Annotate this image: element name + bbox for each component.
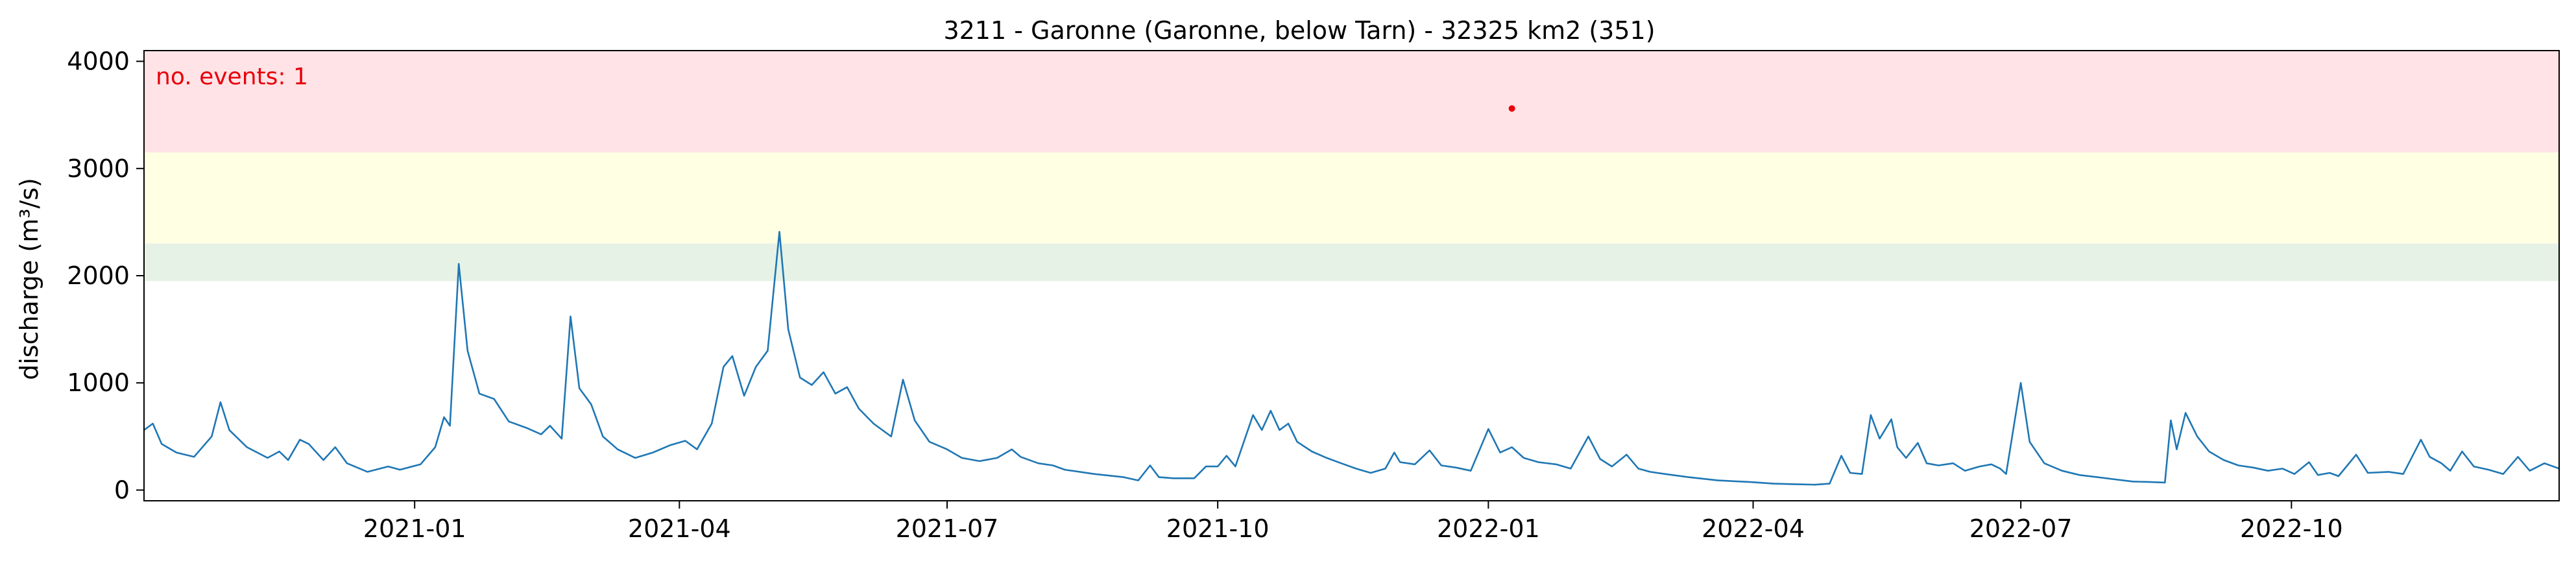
event-markers [1508, 105, 1515, 112]
y-axis-label: discharge (m³/s) [15, 178, 43, 380]
x-tick-label: 2022-04 [1702, 514, 1805, 543]
series-line-1 [143, 231, 2560, 486]
y-tick-label: 4000 [67, 47, 130, 76]
x-tick-label: 2021-01 [363, 514, 466, 543]
x-tick-label: 2021-04 [628, 514, 731, 543]
events-annotation: no. events: 1 [156, 64, 308, 90]
y-tick-label: 1000 [67, 368, 130, 397]
x-tick-label: 2022-01 [1437, 514, 1540, 543]
x-tick-label: 2021-10 [1166, 514, 1270, 543]
x-tick-label: 2022-07 [1969, 514, 2073, 543]
y-tick-label: 0 [114, 475, 130, 504]
x-tick-label: 2021-07 [896, 514, 999, 543]
series-layer [143, 231, 2560, 486]
threshold-band-3 [144, 51, 2559, 152]
x-tick-label: 2022-10 [2240, 514, 2343, 543]
threshold-band-2 [144, 152, 2559, 244]
y-tick-label: 3000 [67, 154, 130, 183]
threshold-band-1 [144, 243, 2559, 282]
event-point-1 [1508, 105, 1515, 112]
axes-layer: 0 1000 2000 3000 4000 2021-01 2021-04 2021-07 20… [67, 47, 2560, 543]
chart-title: 3211 - Garonne (Garonne, below Tarn) - 3… [943, 16, 1655, 45]
y-tick-label: 2000 [67, 261, 130, 290]
threshold-bands [144, 51, 2559, 282]
